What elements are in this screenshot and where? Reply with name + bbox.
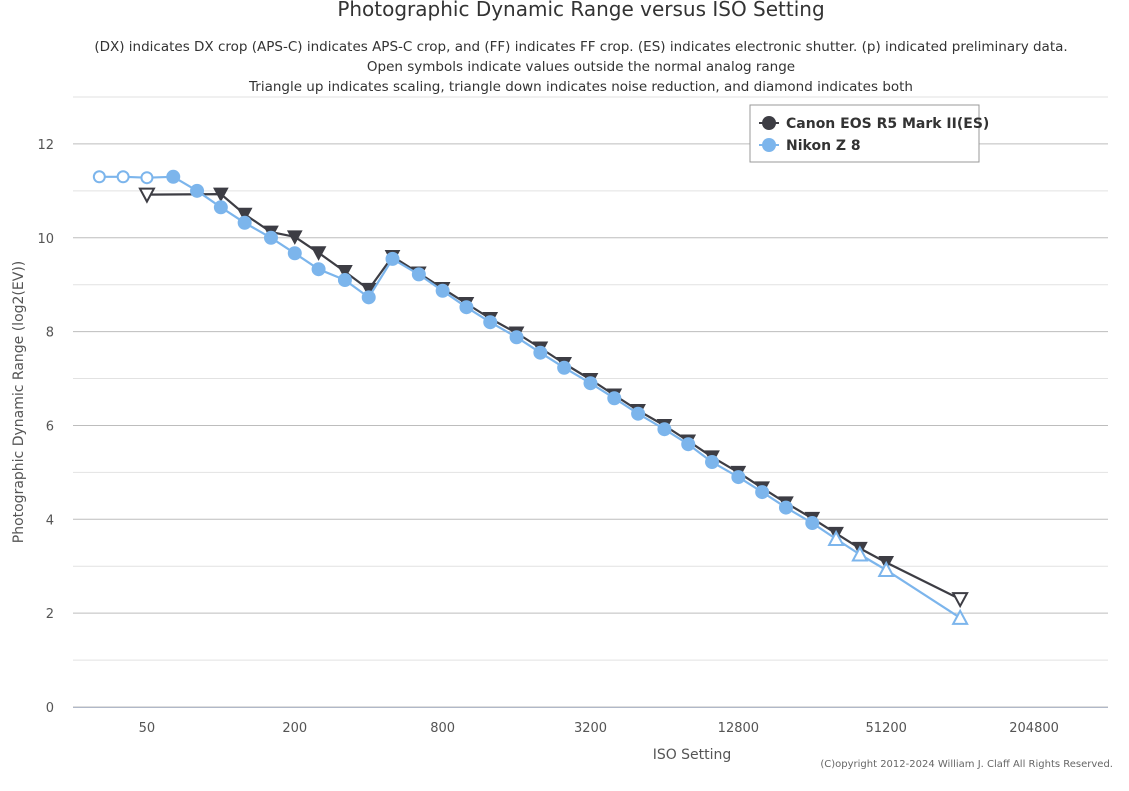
data-point-circle[interactable] (459, 300, 474, 315)
data-point-circle[interactable] (287, 246, 302, 261)
data-point-circle[interactable] (435, 283, 450, 298)
x-tick-label: 50 (139, 721, 156, 736)
legend-label: Canon EOS R5 Mark II(ES) (786, 116, 989, 132)
data-point-triangle-down[interactable] (310, 246, 327, 261)
y-tick-label: 2 (46, 607, 54, 622)
x-tick-label: 204800 (1009, 721, 1059, 736)
y-axis-label: Photographic Dynamic Range (log2(EV)) (11, 261, 27, 544)
data-point-circle[interactable] (166, 169, 181, 184)
data-point-circle[interactable] (755, 485, 770, 500)
legend[interactable]: Canon EOS R5 Mark II(ES) Nikon Z 8 (749, 104, 989, 163)
data-point-triangle-down[interactable] (286, 230, 303, 245)
data-point-triangle-up-open[interactable] (951, 608, 969, 625)
x-tick-label: 3200 (574, 721, 607, 736)
x-tick-label: 51200 (866, 721, 907, 736)
legend-symbol (762, 138, 776, 152)
data-point-circle[interactable] (237, 215, 252, 230)
data-point-circle[interactable] (483, 315, 498, 330)
data-point-circle[interactable] (557, 360, 572, 375)
data-point-circle[interactable] (731, 470, 746, 485)
data-point-triangle-up-open[interactable] (851, 545, 869, 562)
data-point-circle[interactable] (657, 422, 672, 437)
data-point-circle[interactable] (411, 267, 426, 282)
copyright-credit: (C)opyright 2012-2024 William J. Claff A… (820, 759, 1113, 770)
grid (73, 96, 1108, 708)
y-tick-label: 4 (46, 513, 54, 528)
legend-box (749, 104, 980, 163)
series-1 (92, 169, 969, 625)
data-point-triangle-down-open[interactable] (138, 187, 156, 204)
x-tick-label: 200 (282, 721, 307, 736)
data-point-triangle-up-open[interactable] (877, 560, 895, 577)
data-point-circle[interactable] (778, 500, 793, 515)
data-point-circle[interactable] (263, 230, 278, 245)
chart-title: Photographic Dynamic Range versus ISO Se… (337, 0, 824, 21)
data-point-circle[interactable] (583, 376, 598, 391)
data-point-triangle-down[interactable] (213, 187, 229, 203)
chart-subtitle-line-1: (DX) indicates DX crop (APS-C) indicates… (94, 39, 1067, 55)
legend-item-0[interactable]: Canon EOS R5 Mark II(ES) (759, 116, 989, 132)
series-line (99, 175, 961, 619)
data-point-circle[interactable] (213, 200, 228, 215)
data-point-circle[interactable] (681, 437, 696, 452)
data-point-circle-open[interactable] (92, 170, 106, 184)
data-point-circle[interactable] (607, 391, 622, 406)
chart-subtitle-line-2: Open symbols indicate values outside the… (367, 59, 795, 75)
chart-subtitle-line-3: Triangle up indicates scaling, triangle … (248, 79, 913, 95)
data-point-circle-open[interactable] (140, 171, 154, 185)
y-tick-label: 10 (37, 232, 54, 247)
legend-label: Nikon Z 8 (786, 138, 861, 154)
data-point-triangle-down[interactable] (337, 265, 353, 280)
data-point-triangle-up-open[interactable] (827, 529, 845, 547)
data-point-triangle-down-open[interactable] (951, 592, 969, 609)
data-point-circle[interactable] (337, 273, 352, 287)
data-point-circle[interactable] (509, 330, 524, 345)
data-point-circle-open[interactable] (116, 170, 130, 184)
y-tick-label: 8 (46, 326, 54, 341)
x-tick-label: 800 (430, 721, 455, 736)
data-point-circle[interactable] (311, 262, 326, 277)
y-tick-label: 0 (46, 701, 54, 716)
data-point-circle[interactable] (190, 183, 205, 198)
data-point-circle[interactable] (705, 455, 720, 470)
data-point-circle[interactable] (361, 290, 376, 305)
x-axis-label: ISO Setting (653, 747, 732, 763)
data-point-circle[interactable] (631, 406, 646, 421)
y-tick-label: 12 (37, 138, 54, 153)
y-tick-label: 6 (46, 419, 54, 434)
legend-item-1[interactable]: Nikon Z 8 (759, 138, 861, 154)
data-point-circle[interactable] (533, 345, 548, 360)
legend-symbol (762, 116, 776, 130)
data-point-circle[interactable] (385, 251, 400, 266)
x-tick-label: 12800 (718, 721, 759, 736)
data-point-circle[interactable] (805, 516, 820, 531)
axis-ticks: 0 2 4 6 8 10 12 50 200 800 3200 12800 51200 204800 (37, 138, 1058, 736)
data-point-triangle-down[interactable] (236, 207, 253, 223)
series-layer (92, 169, 969, 625)
